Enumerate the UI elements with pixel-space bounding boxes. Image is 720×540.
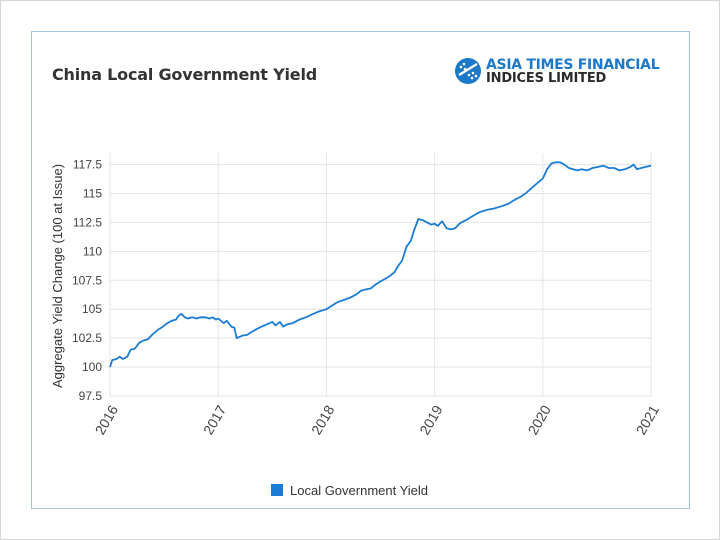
y-tick-label: 115 bbox=[83, 187, 102, 201]
chart-card bbox=[31, 31, 690, 509]
x-tick-label: 2017 bbox=[200, 402, 230, 437]
legend-swatch bbox=[271, 484, 283, 496]
y-tick-label: 117.5 bbox=[73, 158, 102, 172]
x-tick-label: 2021 bbox=[633, 402, 663, 437]
y-tick-label: 112.5 bbox=[73, 215, 102, 229]
legend[interactable]: Local Government Yield bbox=[271, 481, 428, 499]
chart-title: China Local Government Yield bbox=[52, 65, 317, 84]
x-tick-label: 2019 bbox=[416, 402, 446, 437]
y-tick-label: 100 bbox=[82, 360, 102, 374]
logo-line1: ASIA TIMES FINANCIAL bbox=[486, 57, 660, 73]
logo-line2: INDICES LIMITED bbox=[486, 71, 607, 86]
y-tick-label: 102.5 bbox=[72, 331, 102, 345]
brand-logo: ASIA TIMES FINANCIAL INDICES LIMITED bbox=[453, 56, 663, 88]
y-tick-label: 110 bbox=[83, 244, 102, 258]
axis-layer: 97.5 100 102.5 105 107.5 110 112.5 115 117.5 2016… bbox=[72, 158, 662, 438]
x-tick-label: 2020 bbox=[524, 402, 554, 437]
x-tick-label: 2016 bbox=[92, 402, 122, 437]
y-tick-label: 97.5 bbox=[79, 389, 103, 403]
y-tick-label: 105 bbox=[82, 302, 102, 316]
series-line bbox=[109, 161, 652, 368]
y-tick-label: 107.5 bbox=[72, 273, 102, 287]
legend-label: Local Government Yield bbox=[290, 482, 429, 498]
series-layer bbox=[109, 161, 652, 368]
atf-globe-logo-icon bbox=[455, 58, 481, 84]
y-axis-label: Aggregate Yield Change (100 at Issue) bbox=[50, 164, 65, 388]
grid-layer bbox=[109, 153, 652, 397]
x-tick-label: 2018 bbox=[308, 402, 338, 437]
